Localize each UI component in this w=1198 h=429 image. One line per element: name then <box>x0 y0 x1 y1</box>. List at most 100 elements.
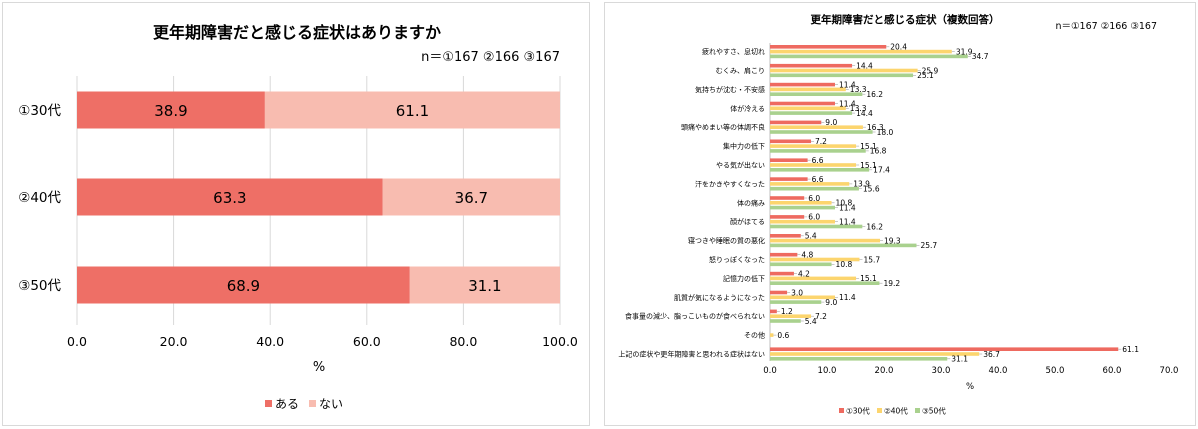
data-label: 6.0 <box>808 194 820 203</box>
category-label: 集中力の低下 <box>723 142 765 151</box>
bar-40s <box>770 182 850 186</box>
bar-segment-yes <box>77 178 383 216</box>
legend-swatch <box>265 400 272 407</box>
x-axis-label: % <box>966 382 974 392</box>
category-label: やる気が出ない <box>716 161 765 170</box>
category-label: 肌質が気になるようになった <box>674 293 765 302</box>
data-label: 61.1 <box>396 102 429 120</box>
category-label: 顔がほてる <box>730 217 765 226</box>
data-label: 13.9 <box>853 180 870 189</box>
bar-30s <box>770 82 835 87</box>
data-label: 38.9 <box>154 102 187 120</box>
grouped-bar-chart: 更年期障害だと感じる症状（複数回答） n＝①167 ②166 ③167 0.0 10.… <box>618 13 1179 416</box>
bar-30s <box>770 196 805 200</box>
data-label: 1.2 <box>781 307 793 316</box>
data-label: 16.2 <box>866 90 883 99</box>
sample-size-note: n＝①167 ②166 ③167 <box>1055 21 1157 32</box>
data-label: 63.3 <box>213 189 246 207</box>
data-label: 19.2 <box>883 279 900 288</box>
bar-50s <box>770 300 822 304</box>
data-label: 9.0 <box>825 298 837 307</box>
bar-40s <box>770 163 857 167</box>
bar-50s <box>770 243 917 248</box>
data-label: 5.4 <box>805 317 817 326</box>
data-label: 15.1 <box>860 161 877 170</box>
x-tick-label: 20.0 <box>875 366 894 376</box>
category-label: 汗をかきやすくなった <box>695 180 765 188</box>
data-label: 11.4 <box>839 80 856 89</box>
data-label: 25.7 <box>920 241 937 250</box>
bar-40s <box>770 352 980 356</box>
x-tick-label: 80.0 <box>449 334 477 349</box>
bar-30s <box>770 177 808 181</box>
data-label: 25.9 <box>922 66 939 75</box>
bar-50s <box>770 168 870 172</box>
data-label: 14.4 <box>856 109 873 118</box>
category-label: 寝つきや睡眠の質の悪化 <box>688 236 765 245</box>
data-label: 31.1 <box>468 277 501 295</box>
data-label: 36.7 <box>983 350 1000 359</box>
stacked-bar-chart: 更年期障害だと感じる症状はありますか n＝①167 ②166 ③167 0.0 20.… <box>18 23 578 411</box>
data-label: 68.9 <box>227 277 260 295</box>
legend-swatch <box>915 408 920 413</box>
bar-30s <box>770 139 812 144</box>
bar-30s <box>770 271 794 276</box>
bar-30s <box>770 120 822 125</box>
x-tick-label: 70.0 <box>1160 366 1179 376</box>
bar-30s <box>770 234 801 238</box>
bar-30s <box>770 45 887 49</box>
bar-50s <box>770 319 801 323</box>
legend-swatch <box>877 408 882 413</box>
bar-segment-no <box>382 178 560 216</box>
bar-30s <box>770 347 1119 351</box>
data-label: 6.6 <box>812 156 824 165</box>
bar-50s <box>770 149 866 153</box>
data-label: 0.6 <box>777 331 789 340</box>
chart-title: 更年期障害だと感じる症状（複数回答） <box>811 13 1000 26</box>
bar-40s <box>770 201 832 205</box>
x-tick-label: 60.0 <box>1103 366 1122 376</box>
data-label: 11.4 <box>839 99 856 108</box>
chart-panel-right: 更年期障害だと感じる症状（複数回答） n＝①167 ②166 ③167 0.0 10.… <box>604 2 1196 426</box>
data-label: 4.8 <box>801 251 813 260</box>
data-label: 15.1 <box>860 274 877 283</box>
chart-title: 更年期障害だと感じる症状はありますか <box>153 23 441 42</box>
x-tick-label: 30.0 <box>932 366 951 376</box>
bar-50s <box>770 54 968 59</box>
bar-40s <box>770 49 952 54</box>
data-label: 16.3 <box>867 123 884 132</box>
category-label: ③50代 <box>18 278 61 294</box>
bar-40s <box>770 257 860 262</box>
legend-label: ある <box>275 397 299 411</box>
data-label: 31.1 <box>951 355 968 364</box>
category-label: 疲れやすさ、息切れ <box>702 47 765 56</box>
x-tick-label: 40.0 <box>989 366 1008 376</box>
bar-40s <box>770 276 857 281</box>
bar-segment-no <box>409 266 560 304</box>
data-label: 6.0 <box>808 213 820 222</box>
data-label: 20.4 <box>890 43 907 52</box>
data-label: 13.3 <box>850 104 867 113</box>
x-tick-label: 0.0 <box>763 366 777 376</box>
legend-label: ①30代 <box>846 406 870 416</box>
data-label: 16.2 <box>866 222 883 231</box>
category-label: ①30代 <box>18 103 61 119</box>
data-label: 18.0 <box>877 128 894 137</box>
bar-30s <box>770 101 835 106</box>
data-label: 19.3 <box>884 236 901 245</box>
bar-50s <box>770 205 835 210</box>
bar-30s <box>770 290 788 295</box>
category-label: 怒りっぽくなった <box>709 255 765 264</box>
data-label: 61.1 <box>1122 345 1139 354</box>
category-label: その他 <box>744 331 765 340</box>
bar-30s <box>770 252 798 257</box>
data-label: 15.7 <box>863 255 880 264</box>
bar-50s <box>770 186 859 191</box>
data-label: 17.4 <box>873 166 890 175</box>
category-label: 気持ちが沈む・不安感 <box>695 85 765 94</box>
bar-30s <box>770 215 805 219</box>
x-tick-label: 40.0 <box>256 334 284 349</box>
x-tick-label: 0.0 <box>67 334 87 349</box>
legend-label: ③50代 <box>922 406 946 416</box>
category-label: 体が冷える <box>730 104 765 113</box>
